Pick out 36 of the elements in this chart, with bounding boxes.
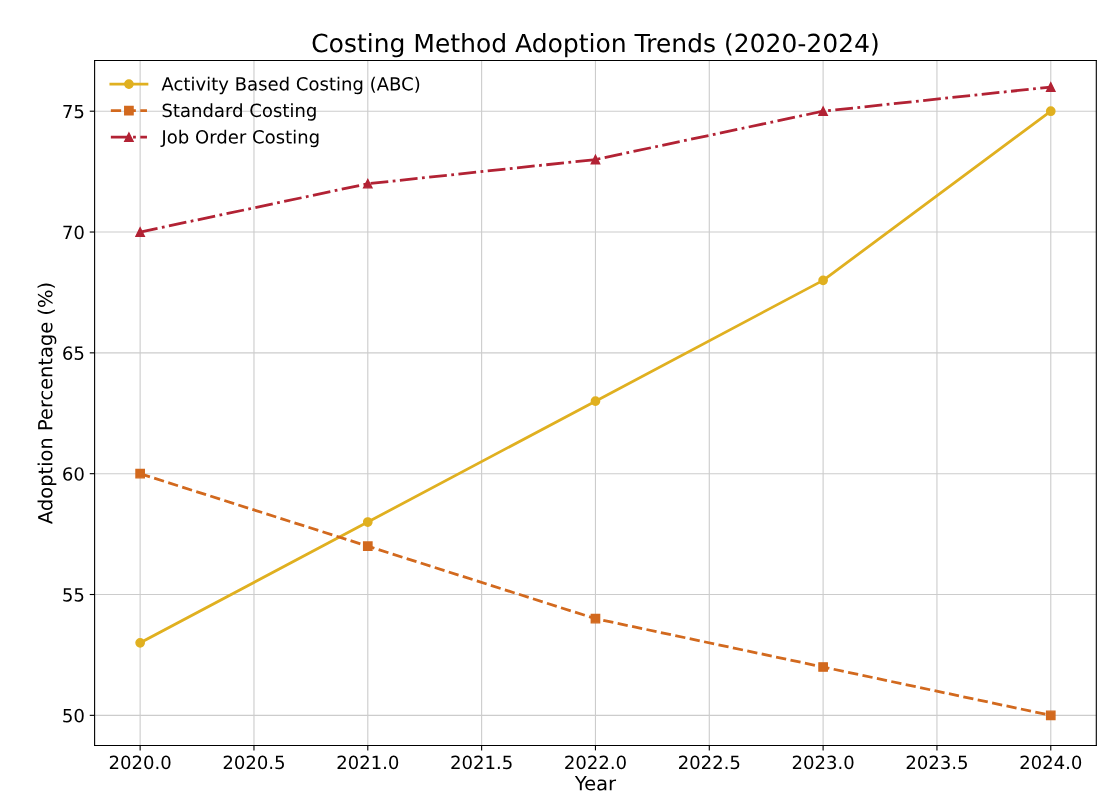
- x-tick-label: 2020.0: [109, 755, 171, 770]
- x-tick-label: 2020.5: [223, 755, 284, 770]
- point: [1045, 710, 1056, 721]
- x-tick-label: 2021.5: [451, 755, 512, 770]
- point: [135, 637, 145, 648]
- legend-label: Activity Based Costing (ABC): [161, 76, 420, 95]
- x-tick-label: 2022.5: [679, 755, 740, 770]
- x-tick-label: 2024.0: [1020, 755, 1082, 770]
- point: [1045, 82, 1056, 92]
- y-tick-label: 50: [63, 708, 84, 723]
- point: [362, 178, 373, 189]
- point: [590, 613, 601, 624]
- point: [818, 275, 828, 286]
- point: [362, 541, 373, 552]
- point: [818, 106, 828, 117]
- y-axis-title: Adoption Percentage (%): [37, 283, 57, 524]
- legend-label: Standard Costing: [162, 103, 316, 121]
- y-tick-label: 65: [63, 346, 84, 360]
- x-tick-label: 2021.0: [337, 755, 399, 770]
- y-tick-label: 60: [63, 467, 84, 481]
- x-tick-label: 2023.5: [906, 755, 967, 770]
- y-tick-label: 70: [63, 225, 84, 240]
- legend-label: Job Order Costing: [160, 129, 319, 148]
- chart-title: Costing Method Adoption Trends (2020-2024): [312, 33, 878, 58]
- point: [590, 154, 601, 165]
- x-tick-label: 2022.0: [565, 755, 626, 770]
- x-axis-title: Year: [574, 776, 617, 791]
- y-tick-label: 75: [63, 104, 84, 119]
- x-tick-label: 2023.0: [792, 755, 854, 770]
- point: [135, 468, 145, 479]
- point: [362, 517, 373, 527]
- point: [1045, 106, 1056, 117]
- point: [135, 227, 145, 237]
- point: [590, 396, 601, 407]
- y-tick-label: 55: [63, 588, 84, 602]
- point: [818, 662, 828, 672]
